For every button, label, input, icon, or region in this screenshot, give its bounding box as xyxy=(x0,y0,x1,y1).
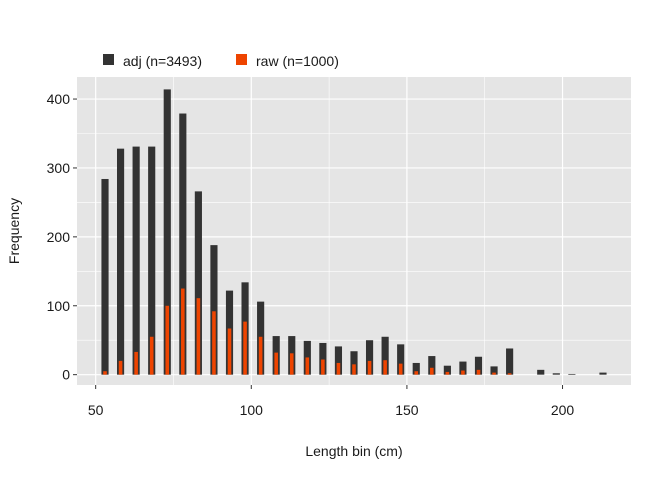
bar-raw xyxy=(430,367,434,375)
bar-raw xyxy=(196,298,201,375)
bar-adj xyxy=(552,373,560,375)
bar-raw xyxy=(103,371,107,375)
bar-raw xyxy=(258,336,263,375)
bar-adj xyxy=(116,148,125,375)
bar-adj xyxy=(148,146,156,375)
bar-adj xyxy=(210,245,218,375)
bar-raw xyxy=(181,288,185,375)
bar-adj xyxy=(474,356,483,375)
bar-adj xyxy=(537,369,545,375)
bar-raw xyxy=(243,321,247,375)
bar-adj xyxy=(443,365,451,375)
bar-raw xyxy=(305,357,310,375)
x-axis: 50 100 150 200 xyxy=(88,385,575,418)
x-tick-label: 200 xyxy=(551,402,575,418)
bar-adj xyxy=(132,146,140,375)
bar-raw xyxy=(336,362,341,375)
bars xyxy=(101,89,607,375)
y-axis: 0 100 200 300 400 xyxy=(47,91,77,383)
legend: adj (n=3493) raw (n=1000) xyxy=(103,53,339,69)
bar-adj xyxy=(459,361,467,375)
bar-adj xyxy=(101,178,109,375)
y-axis-title: Frequency xyxy=(6,198,22,264)
plot-panel xyxy=(77,77,631,385)
legend-label-raw: raw (n=1000) xyxy=(256,53,339,69)
legend-key-raw xyxy=(236,54,247,65)
bar-adj xyxy=(179,113,187,375)
bar-adj xyxy=(381,336,389,375)
bar-raw xyxy=(492,372,496,375)
bar-adj xyxy=(428,356,436,375)
bar-adj xyxy=(334,346,343,375)
y-tick-label: 400 xyxy=(47,91,71,107)
bar-raw xyxy=(212,311,216,375)
y-tick-label: 0 xyxy=(62,367,70,383)
bar-raw xyxy=(445,371,450,375)
bar-raw xyxy=(149,336,154,375)
bar-adj xyxy=(163,89,171,375)
bar-raw xyxy=(398,363,403,375)
bar-raw xyxy=(414,371,419,375)
bar-raw xyxy=(461,370,465,375)
y-tick-label: 300 xyxy=(47,160,71,176)
bar-raw xyxy=(507,373,512,375)
y-tick-label: 100 xyxy=(47,298,71,314)
bar-raw xyxy=(367,360,372,375)
bar-raw xyxy=(352,364,356,375)
x-tick-label: 100 xyxy=(240,402,264,418)
bar-raw xyxy=(476,369,481,375)
x-tick-label: 150 xyxy=(395,402,419,418)
bar-adj xyxy=(506,348,514,375)
bar-adj xyxy=(397,344,405,375)
y-tick-label: 200 xyxy=(47,229,71,245)
bar-raw xyxy=(274,352,278,375)
bar-adj xyxy=(599,372,607,375)
bar-raw xyxy=(165,305,170,375)
bar-adj xyxy=(490,366,498,375)
bar-raw xyxy=(289,353,294,375)
bar-adj xyxy=(568,373,576,375)
legend-key-adj xyxy=(103,54,114,65)
legend-label-adj: adj (n=3493) xyxy=(123,53,202,69)
bar-raw xyxy=(134,351,138,375)
bar-adj xyxy=(412,362,420,375)
bar-adj xyxy=(350,351,358,375)
bar-raw xyxy=(227,328,232,375)
bar-raw xyxy=(383,360,387,375)
bar-adj xyxy=(194,191,202,375)
bar-adj xyxy=(365,340,374,375)
x-axis-title: Length bin (cm) xyxy=(305,443,402,459)
x-tick-label: 50 xyxy=(88,402,104,418)
bar-adj xyxy=(319,342,327,375)
bar-raw xyxy=(321,359,325,375)
bar-raw xyxy=(118,360,123,375)
